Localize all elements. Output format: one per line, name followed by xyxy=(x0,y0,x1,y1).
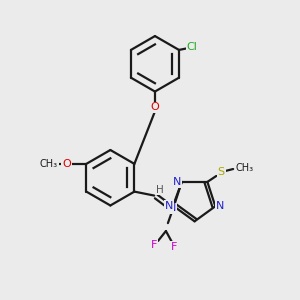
Text: CH₃: CH₃ xyxy=(236,163,254,173)
Text: Cl: Cl xyxy=(186,42,197,52)
Text: O: O xyxy=(151,102,159,112)
Text: O: O xyxy=(62,159,71,169)
Text: F: F xyxy=(171,242,177,252)
Text: N: N xyxy=(216,201,224,211)
Text: S: S xyxy=(218,167,225,177)
Text: F: F xyxy=(151,240,157,250)
Text: N: N xyxy=(172,177,181,187)
Text: CH₃: CH₃ xyxy=(40,159,58,169)
Text: N: N xyxy=(168,203,176,214)
Text: N: N xyxy=(165,201,173,211)
Text: H: H xyxy=(156,184,164,195)
